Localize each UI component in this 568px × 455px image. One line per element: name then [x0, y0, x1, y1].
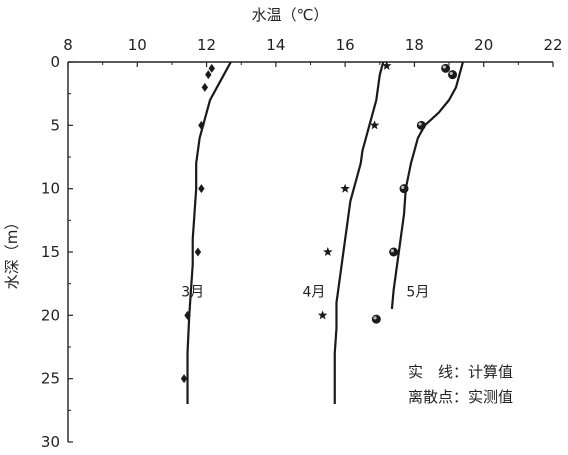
axes: 8 10 12 14 16 18 20 22 0 5 10 15 20 25 30: [41, 36, 563, 451]
measured-point-circle: [441, 63, 451, 73]
y-tick-label: 25: [41, 370, 60, 388]
measured-points: [180, 60, 458, 384]
measured-point-diamond: [194, 247, 202, 257]
x-tick-label: 16: [336, 36, 355, 54]
y-tick-label: 15: [41, 243, 60, 261]
measured-point-star: [381, 60, 392, 70]
y-tick-label: 30: [41, 433, 60, 451]
measured-point-highlight: [373, 316, 377, 320]
curve-label-2: 4月: [303, 284, 326, 300]
measured-point-highlight: [449, 71, 453, 75]
measured-point-highlight: [401, 185, 405, 189]
measured-point-circle: [371, 314, 381, 324]
x-axis-title: 水温（℃）: [252, 6, 329, 24]
x-tick-label: 18: [405, 36, 424, 54]
measured-point-highlight: [418, 122, 422, 126]
measured-point-highlight: [442, 65, 446, 69]
measured-point-star: [340, 183, 350, 193]
measured-point-circle: [448, 70, 458, 80]
measured-point-diamond: [198, 184, 205, 194]
legend-computed-text: 实 线：计算值: [408, 363, 513, 381]
y-axis-title: 水深（m）: [3, 215, 21, 290]
computed-line-1: [186, 61, 232, 404]
measured-point-highlight: [390, 249, 394, 253]
x-tick-label: 12: [197, 36, 216, 54]
y-tick-label: 10: [41, 180, 60, 198]
y-tick-label: 20: [41, 306, 60, 324]
computed-curves: [186, 61, 464, 404]
x-tick-label: 22: [543, 36, 562, 54]
curve-labels: 3月 4月 5月: [181, 284, 429, 300]
measured-point-diamond: [184, 310, 191, 320]
curve-label-3: 5月: [406, 284, 429, 300]
legend-measured-text: 离散点：实测值: [408, 388, 513, 406]
measured-point-circle: [389, 247, 399, 257]
measured-point-diamond: [208, 63, 215, 73]
y-tick-label: 0: [50, 53, 60, 71]
measured-point-diamond: [205, 70, 212, 80]
measured-point-star: [317, 310, 328, 320]
x-tick-label: 20: [474, 36, 493, 54]
computed-line-3: [390, 61, 464, 310]
x-tick-label: 14: [266, 36, 285, 54]
measured-point-star: [369, 120, 380, 130]
measured-point-circle: [399, 184, 409, 194]
y-tick-label: 5: [50, 116, 60, 134]
legend: 实 线：计算值 离散点：实测值: [408, 363, 513, 406]
x-tick-label: 8: [63, 36, 73, 54]
measured-point-circle: [416, 120, 426, 130]
x-tick-label: 10: [128, 36, 147, 54]
measured-point-diamond: [180, 374, 188, 384]
curve-label-1: 3月: [181, 284, 204, 300]
computed-line-2: [333, 61, 385, 404]
measured-point-star: [323, 247, 333, 257]
measured-point-diamond: [198, 120, 205, 130]
measured-point-diamond: [201, 82, 209, 92]
